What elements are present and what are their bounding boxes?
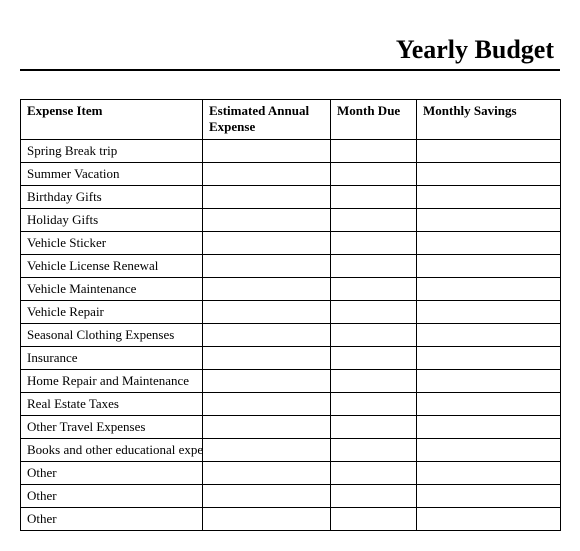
col-header-monthly-savings: Monthly Savings	[417, 100, 561, 140]
table-row: Summer Vacation	[21, 162, 561, 185]
col-header-expense-item: Expense Item	[21, 100, 203, 140]
table-row: Other	[21, 484, 561, 507]
value-cell	[203, 369, 331, 392]
value-cell	[331, 300, 417, 323]
expense-item-cell: Other	[21, 461, 203, 484]
expense-item-cell: Vehicle Repair	[21, 300, 203, 323]
expense-item-cell: Seasonal Clothing Expenses	[21, 323, 203, 346]
table-header-row: Expense Item Estimated Annual Expense Mo…	[21, 100, 561, 140]
value-cell	[203, 461, 331, 484]
value-cell	[331, 162, 417, 185]
table-row: Books and other educational expenses	[21, 438, 561, 461]
value-cell	[331, 254, 417, 277]
table-row: Seasonal Clothing Expenses	[21, 323, 561, 346]
expense-item-cell: Vehicle License Renewal	[21, 254, 203, 277]
value-cell	[203, 346, 331, 369]
value-cell	[331, 231, 417, 254]
expense-item-cell: Insurance	[21, 346, 203, 369]
value-cell	[331, 346, 417, 369]
value-cell	[331, 484, 417, 507]
value-cell	[203, 185, 331, 208]
value-cell	[417, 323, 561, 346]
value-cell	[203, 208, 331, 231]
table-row: Vehicle Repair	[21, 300, 561, 323]
table-row: Vehicle Sticker	[21, 231, 561, 254]
expense-item-cell: Vehicle Sticker	[21, 231, 203, 254]
table-row: Birthday Gifts	[21, 185, 561, 208]
value-cell	[417, 438, 561, 461]
expense-item-cell: Other	[21, 507, 203, 530]
expense-item-cell: Summer Vacation	[21, 162, 203, 185]
value-cell	[417, 208, 561, 231]
value-cell	[203, 300, 331, 323]
table-row: Real Estate Taxes	[21, 392, 561, 415]
table-row: Spring Break trip	[21, 139, 561, 162]
value-cell	[203, 231, 331, 254]
expense-item-cell: Other Travel Expenses	[21, 415, 203, 438]
table-row: Holiday Gifts	[21, 208, 561, 231]
value-cell	[203, 277, 331, 300]
value-cell	[203, 507, 331, 530]
value-cell	[417, 231, 561, 254]
value-cell	[331, 208, 417, 231]
value-cell	[417, 461, 561, 484]
value-cell	[203, 438, 331, 461]
value-cell	[417, 392, 561, 415]
value-cell	[417, 162, 561, 185]
value-cell	[203, 139, 331, 162]
col-header-estimated-annual: Estimated Annual Expense	[203, 100, 331, 140]
value-cell	[417, 139, 561, 162]
title-rule	[20, 69, 560, 71]
value-cell	[331, 323, 417, 346]
value-cell	[331, 392, 417, 415]
table-row: Insurance	[21, 346, 561, 369]
value-cell	[417, 346, 561, 369]
expense-item-cell: Home Repair and Maintenance	[21, 369, 203, 392]
value-cell	[331, 185, 417, 208]
table-row: Home Repair and Maintenance	[21, 369, 561, 392]
value-cell	[417, 300, 561, 323]
expense-item-cell: Books and other educational expenses	[21, 438, 203, 461]
table-row: Other	[21, 461, 561, 484]
value-cell	[331, 277, 417, 300]
value-cell	[417, 277, 561, 300]
value-cell	[331, 139, 417, 162]
value-cell	[417, 369, 561, 392]
table-row: Vehicle License Renewal	[21, 254, 561, 277]
value-cell	[331, 369, 417, 392]
value-cell	[203, 323, 331, 346]
value-cell	[331, 438, 417, 461]
value-cell	[203, 484, 331, 507]
value-cell	[417, 254, 561, 277]
value-cell	[203, 392, 331, 415]
expense-item-cell: Other	[21, 484, 203, 507]
budget-table: Expense Item Estimated Annual Expense Mo…	[20, 99, 561, 531]
value-cell	[331, 461, 417, 484]
expense-item-cell: Real Estate Taxes	[21, 392, 203, 415]
value-cell	[331, 415, 417, 438]
value-cell	[417, 507, 561, 530]
expense-item-cell: Spring Break trip	[21, 139, 203, 162]
expense-item-cell: Birthday Gifts	[21, 185, 203, 208]
expense-item-cell: Holiday Gifts	[21, 208, 203, 231]
page-title: Yearly Budget	[20, 35, 560, 69]
value-cell	[331, 507, 417, 530]
table-row: Other Travel Expenses	[21, 415, 561, 438]
value-cell	[203, 162, 331, 185]
expense-item-cell: Vehicle Maintenance	[21, 277, 203, 300]
value-cell	[203, 254, 331, 277]
value-cell	[203, 415, 331, 438]
value-cell	[417, 415, 561, 438]
value-cell	[417, 185, 561, 208]
table-row: Vehicle Maintenance	[21, 277, 561, 300]
table-row: Other	[21, 507, 561, 530]
value-cell	[417, 484, 561, 507]
col-header-month-due: Month Due	[331, 100, 417, 140]
